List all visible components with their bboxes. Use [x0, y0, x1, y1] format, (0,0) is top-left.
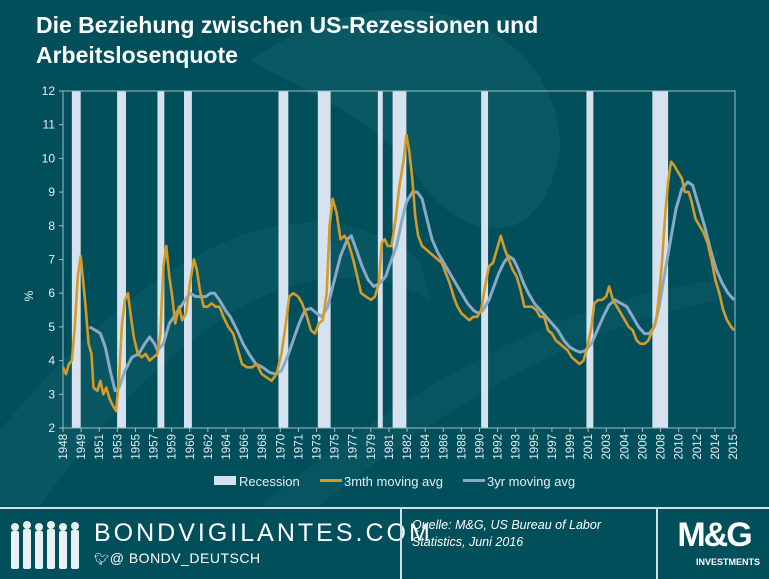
x-tick-label: 1973: [312, 434, 324, 460]
recession-band: [586, 91, 594, 428]
y-tick-label: 11: [43, 118, 56, 132]
x-tick-label: 1951: [94, 434, 106, 460]
logo-text: M&G: [677, 516, 752, 554]
recession-band: [71, 91, 81, 428]
x-tick-label: 1992: [493, 434, 505, 460]
y-tick-label: 12: [42, 84, 56, 98]
legend-label-3yr: 3yr moving avg: [487, 474, 575, 489]
x-tick-label: 1966: [239, 434, 251, 460]
people-silhouette-icon: [11, 521, 79, 569]
x-tick-label: 1955: [130, 434, 142, 460]
site-name-link[interactable]: BONDVIGILANTES.COM: [94, 519, 433, 547]
y-tick-label: 3: [48, 387, 55, 401]
legend-label-recession: Recession: [239, 474, 300, 489]
x-tick-label: 1953: [112, 434, 124, 460]
recession-band: [157, 91, 165, 428]
x-tick-label: 2008: [656, 434, 668, 460]
x-tick-label: 1964: [221, 433, 233, 459]
footer-divider: [400, 509, 402, 579]
x-tick-label: 1949: [76, 434, 88, 460]
x-tick-label: 1948: [58, 434, 70, 460]
chart: 2 3 4 5 6 7 8 9 10 11 12 1948 1949 1951 1953 1955 1957 19…: [22, 84, 740, 489]
chart-title: Die Beziehung zwischen US-Rezessionen un…: [36, 12, 539, 68]
legend-swatch-3yr: [463, 479, 485, 482]
footer: BONDVIGILANTES.COM 🐦︎@ BONDV_DEUTSCH Que…: [0, 507, 769, 579]
mg-logo: M&G INVESTMENTS: [668, 517, 760, 573]
x-tick-label: 1993: [511, 434, 523, 460]
legend-label-3mth: 3mth moving avg: [344, 474, 443, 489]
x-tick-label: 2006: [637, 434, 649, 460]
recession-band: [117, 91, 126, 428]
series-3mth-moving-avg: [61, 133, 735, 413]
x-tick-label: 1982: [402, 434, 414, 460]
x-tick-label: 1977: [348, 434, 360, 460]
series-3yr-moving-avg: [88, 180, 736, 393]
x-tick-label: 1988: [456, 434, 468, 460]
x-tick-label: 1970: [275, 434, 287, 460]
twitter-handle-text: @ BONDV_DEUTSCH: [109, 550, 261, 566]
recession-band: [481, 91, 489, 428]
footer-divider: [656, 509, 658, 579]
y-tick-label: 10: [42, 151, 56, 165]
x-tick-label: 1960: [185, 434, 197, 460]
logo-subtext: INVESTMENTS: [695, 557, 760, 567]
x-tick-label: 2015: [728, 434, 740, 460]
x-tick-label: 1986: [438, 434, 450, 460]
y-tick-label: 6: [48, 286, 55, 300]
y-tick-label: 8: [48, 219, 55, 233]
twitter-handle[interactable]: 🐦︎@ BONDV_DEUTSCH: [94, 550, 261, 566]
y-tick-label: 4: [48, 354, 55, 368]
x-tick-label: 2014: [710, 433, 722, 459]
x-tick-label: 2004: [619, 433, 631, 459]
source-note: Quelle: M&G, US Bureau of Labor Statisti…: [412, 518, 601, 549]
recession-band: [652, 91, 669, 428]
x-tick-label: 1981: [384, 434, 396, 460]
x-tick-label: 1959: [167, 434, 179, 460]
twitter-icon: 🐦︎: [94, 552, 110, 566]
recession-band: [317, 91, 331, 428]
legend-swatch-recession: [214, 476, 236, 485]
y-tick-label: 9: [48, 185, 55, 199]
x-tick-label: 1962: [203, 434, 215, 460]
x-tick-label: 2012: [692, 434, 704, 460]
x-tick-label: 2001: [583, 434, 595, 460]
x-tick-label: 2003: [601, 434, 613, 460]
y-tick-label: 2: [48, 421, 55, 435]
y-tick-label: 7: [48, 253, 55, 267]
recession-band: [184, 91, 192, 428]
x-tick-label: 1975: [330, 434, 342, 460]
x-tick-label: 1999: [565, 434, 577, 460]
y-tick-label: 5: [48, 320, 55, 334]
x-tick-label: 1957: [149, 434, 161, 460]
recession-band: [392, 91, 407, 428]
x-tick-label: 1968: [257, 434, 269, 460]
legend-swatch-3mth: [320, 479, 342, 482]
x-tick-label: 2010: [674, 434, 686, 460]
y-axis-label: %: [22, 290, 36, 301]
x-tick-label: 1997: [547, 434, 559, 460]
recession-band: [278, 91, 289, 428]
x-tick-label: 1984: [420, 433, 432, 459]
x-tick-label: 1979: [366, 434, 378, 460]
x-tick-label: 1990: [474, 434, 486, 460]
x-tick-label: 1971: [293, 434, 305, 460]
x-tick-label: 1995: [529, 434, 541, 460]
